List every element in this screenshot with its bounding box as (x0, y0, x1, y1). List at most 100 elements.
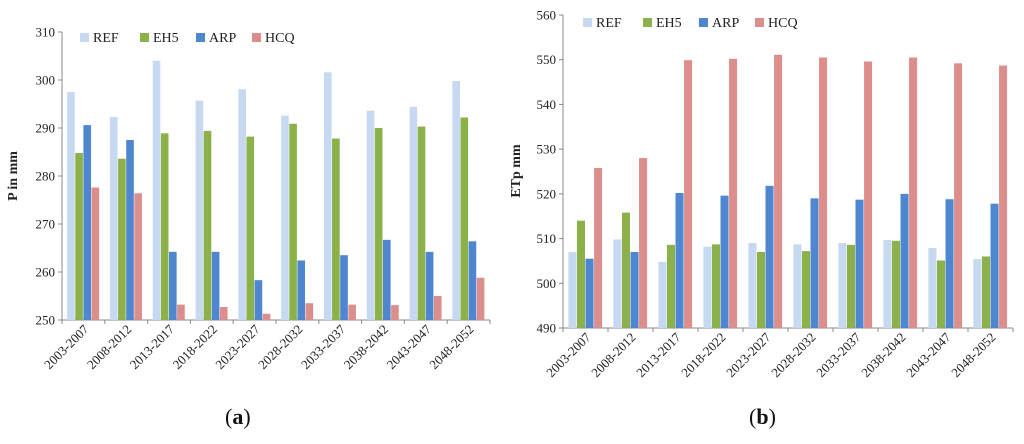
bar-arp (945, 199, 954, 328)
legend-swatch-arp (699, 18, 708, 27)
bar-arp (990, 203, 999, 328)
x-tick-label: 2023-2027 (212, 321, 263, 372)
x-tick-label: 2028-2032 (768, 330, 818, 380)
bar-eh5 (417, 126, 426, 320)
bar-arp (297, 260, 306, 320)
y-tick-label: 310 (36, 25, 56, 40)
y-tick-label: 540 (537, 97, 557, 112)
bar-ref (748, 243, 757, 328)
bar-arp (340, 255, 348, 320)
y-tick-label: 280 (36, 169, 56, 184)
bar-hcq (433, 296, 442, 320)
y-tick-label: 490 (537, 321, 557, 336)
y-tick-label: 260 (36, 265, 56, 280)
legend-swatch-ref (80, 33, 89, 42)
panel-label-a: (a) (225, 404, 251, 429)
bar-eh5 (374, 128, 383, 320)
x-tick-label: 2028-2032 (255, 322, 305, 372)
bar-ref (409, 106, 418, 320)
x-tick-label: 2008-2012 (84, 322, 134, 372)
bar-ref (366, 110, 375, 320)
bar-ref (568, 251, 577, 328)
bar-ref (195, 100, 204, 320)
panel-label-b: (b) (749, 404, 776, 429)
legend-swatch-eh5 (643, 18, 652, 27)
bar-eh5 (576, 220, 585, 328)
bar-hcq (684, 60, 693, 328)
bar-ref (613, 239, 622, 328)
bar-eh5 (332, 138, 340, 320)
bar-eh5 (460, 117, 469, 320)
bar-ref (238, 89, 246, 321)
bar-eh5 (711, 244, 720, 328)
x-tick-label: 2018-2022 (678, 330, 728, 380)
bar-eh5 (160, 133, 169, 320)
x-tick-label: 2043-2047 (383, 321, 434, 372)
bar-hcq (909, 57, 918, 328)
legend-label-hcq: HCQ (265, 31, 295, 46)
bar-ref (281, 115, 289, 321)
x-tick-label: 2008-2012 (588, 330, 638, 380)
bar-arp (211, 251, 220, 320)
bar-hcq (134, 193, 142, 320)
y-axis-title: ETp mm (509, 144, 524, 198)
bar-hcq (391, 305, 399, 320)
bar-hcq (305, 303, 314, 320)
legend-swatch-ref (583, 18, 592, 27)
bar-arp (630, 251, 639, 328)
bar-hcq (999, 65, 1008, 328)
bar-arp (900, 193, 909, 328)
bar-hcq (348, 304, 356, 320)
legend-label-eh5: EH5 (153, 31, 179, 46)
bar-ref (838, 243, 847, 328)
x-tick-label: 2013-2017 (127, 321, 178, 372)
bar-arp (810, 198, 819, 328)
bar-hcq (819, 57, 828, 328)
legend-label-ref: REF (93, 31, 119, 46)
bar-ref (883, 239, 892, 328)
y-tick-label: 550 (537, 52, 557, 67)
x-tick-label: 2018-2022 (169, 322, 219, 372)
x-tick-label: 2033-2037 (813, 329, 864, 380)
bar-ref (109, 116, 118, 321)
x-tick-label: 2033-2037 (298, 321, 349, 372)
bar-hcq (639, 158, 648, 328)
legend-label-eh5: EH5 (656, 16, 682, 31)
bar-ref (452, 80, 460, 321)
bar-hcq (864, 61, 873, 328)
bar-eh5 (666, 244, 675, 328)
bar-ref (793, 244, 802, 328)
bar-hcq (476, 277, 485, 320)
bar-arp (855, 199, 864, 328)
legend-swatch-hcq (252, 33, 261, 42)
bar-hcq (594, 167, 603, 328)
chart-a: 250 260 270 280 290 300 310 P in mm 2003-2007200… (6, 25, 491, 372)
bar-arp (720, 195, 729, 328)
x-tick-label: 2038-2042 (858, 330, 908, 380)
x-tick-label: 2048-2052 (426, 322, 476, 372)
bar-arp (425, 251, 434, 320)
legend-label-arp: ARP (712, 16, 739, 31)
legend-label-ref: REF (596, 16, 622, 31)
bar-eh5 (846, 244, 855, 328)
y-tick-label: 560 (537, 8, 557, 23)
bar-hcq (177, 304, 185, 320)
bar-eh5 (891, 240, 900, 328)
x-tick-label: 2013-2017 (633, 329, 684, 380)
bar-hcq (219, 307, 228, 320)
legend-swatch-arp (196, 33, 205, 42)
bar-hcq (729, 58, 738, 328)
y-tick-label: 300 (36, 73, 56, 88)
x-tick-label: 2023-2027 (723, 329, 774, 380)
bar-arp (585, 258, 594, 328)
bar-eh5 (936, 260, 945, 328)
bar-arp (169, 251, 177, 320)
bar-hcq (262, 313, 271, 320)
y-axis-title: P in mm (6, 151, 21, 201)
legend-swatch-hcq (755, 18, 764, 27)
legend-label-hcq: HCQ (768, 16, 798, 31)
bar-arp (254, 280, 263, 320)
y-tick-label: 520 (537, 186, 557, 201)
bar-arp (765, 185, 774, 328)
